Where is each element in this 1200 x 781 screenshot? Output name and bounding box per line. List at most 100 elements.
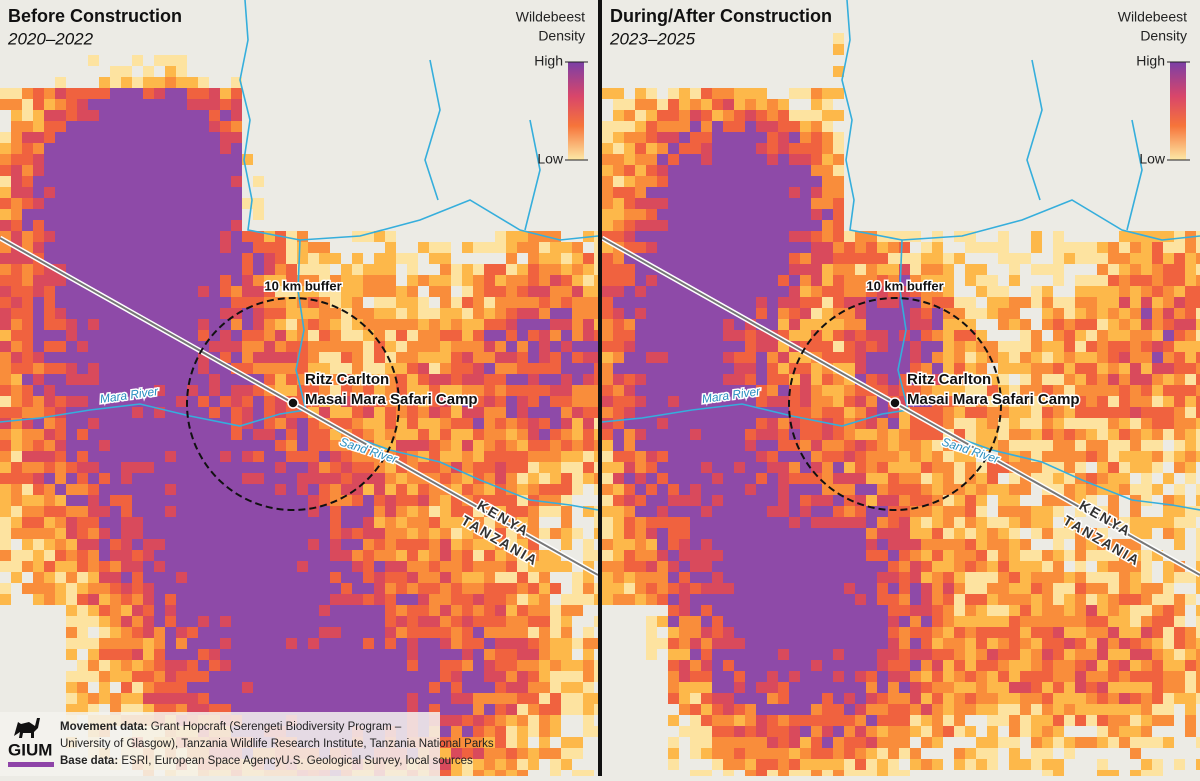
density-cell <box>866 363 877 374</box>
density-cell <box>473 275 484 286</box>
density-cell <box>932 528 943 539</box>
density-cell <box>1031 528 1042 539</box>
density-cell <box>1020 341 1031 352</box>
density-cell <box>943 407 954 418</box>
density-cell <box>646 583 657 594</box>
density-cell <box>1042 550 1053 561</box>
density-cell <box>209 187 220 198</box>
density-cell <box>165 55 176 66</box>
density-cell <box>385 330 396 341</box>
density-cell <box>965 275 976 286</box>
density-cell <box>330 462 341 473</box>
density-cell <box>767 275 778 286</box>
density-cell <box>418 649 429 660</box>
density-cell <box>657 165 668 176</box>
density-cell <box>756 275 767 286</box>
density-cell <box>220 429 231 440</box>
density-cell <box>811 583 822 594</box>
density-cell <box>822 187 833 198</box>
density-cell <box>910 594 921 605</box>
density-cell <box>745 341 756 352</box>
density-cell <box>132 616 143 627</box>
density-cell <box>517 671 528 682</box>
density-cell <box>154 264 165 275</box>
density-cell <box>341 297 352 308</box>
density-cell <box>517 726 528 737</box>
density-cell <box>932 517 943 528</box>
density-cell <box>789 286 800 297</box>
density-cell <box>833 176 844 187</box>
density-cell <box>910 308 921 319</box>
density-cell <box>734 429 745 440</box>
density-cell <box>1108 297 1119 308</box>
density-cell <box>712 319 723 330</box>
density-cell <box>561 264 572 275</box>
density-cell <box>396 627 407 638</box>
density-cell <box>1152 242 1163 253</box>
density-cell <box>1031 297 1042 308</box>
density-cell <box>154 154 165 165</box>
density-cell <box>888 330 899 341</box>
density-cell <box>220 440 231 451</box>
density-cell <box>690 165 701 176</box>
density-cell <box>712 220 723 231</box>
density-cell <box>198 297 209 308</box>
density-cell <box>319 473 330 484</box>
density-cell <box>66 341 77 352</box>
density-cell <box>1141 462 1152 473</box>
density-cell <box>242 660 253 671</box>
density-cell <box>22 110 33 121</box>
density-cell <box>363 352 374 363</box>
density-cell <box>275 550 286 561</box>
density-cell <box>789 616 800 627</box>
density-cell <box>811 187 822 198</box>
density-cell <box>77 638 88 649</box>
density-cell <box>33 110 44 121</box>
density-cell <box>44 187 55 198</box>
density-cell <box>385 495 396 506</box>
density-cell <box>308 308 319 319</box>
density-cell <box>1108 264 1119 275</box>
density-cell <box>154 176 165 187</box>
density-cell <box>767 231 778 242</box>
density-cell <box>495 748 506 759</box>
density-cell <box>954 605 965 616</box>
density-cell <box>723 132 734 143</box>
density-cell <box>253 627 264 638</box>
density-cell <box>418 330 429 341</box>
density-cell <box>1053 561 1064 572</box>
density-cell <box>55 352 66 363</box>
density-cell <box>154 572 165 583</box>
density-cell <box>44 99 55 110</box>
density-cell <box>495 649 506 660</box>
density-cell <box>800 484 811 495</box>
density-cell <box>1196 451 1200 462</box>
density-cell <box>341 286 352 297</box>
density-cell <box>176 451 187 462</box>
density-cell <box>789 484 800 495</box>
density-cell <box>613 374 624 385</box>
density-cell <box>77 385 88 396</box>
density-cell <box>374 528 385 539</box>
density-cell <box>539 264 550 275</box>
density-cell <box>657 154 668 165</box>
density-cell <box>602 176 613 187</box>
density-cell <box>99 132 110 143</box>
density-cell <box>132 671 143 682</box>
density-cell <box>308 671 319 682</box>
density-cell <box>165 462 176 473</box>
density-cell <box>506 616 517 627</box>
density-cell <box>473 682 484 693</box>
density-cell <box>855 506 866 517</box>
density-cell <box>88 495 99 506</box>
density-cell <box>341 517 352 528</box>
density-cell <box>176 462 187 473</box>
density-cell <box>341 561 352 572</box>
density-cell <box>679 308 690 319</box>
density-cell <box>66 506 77 517</box>
density-cell <box>66 385 77 396</box>
density-cell <box>1031 429 1042 440</box>
density-cell <box>242 341 253 352</box>
density-cell <box>778 396 789 407</box>
density-cell <box>789 88 800 99</box>
